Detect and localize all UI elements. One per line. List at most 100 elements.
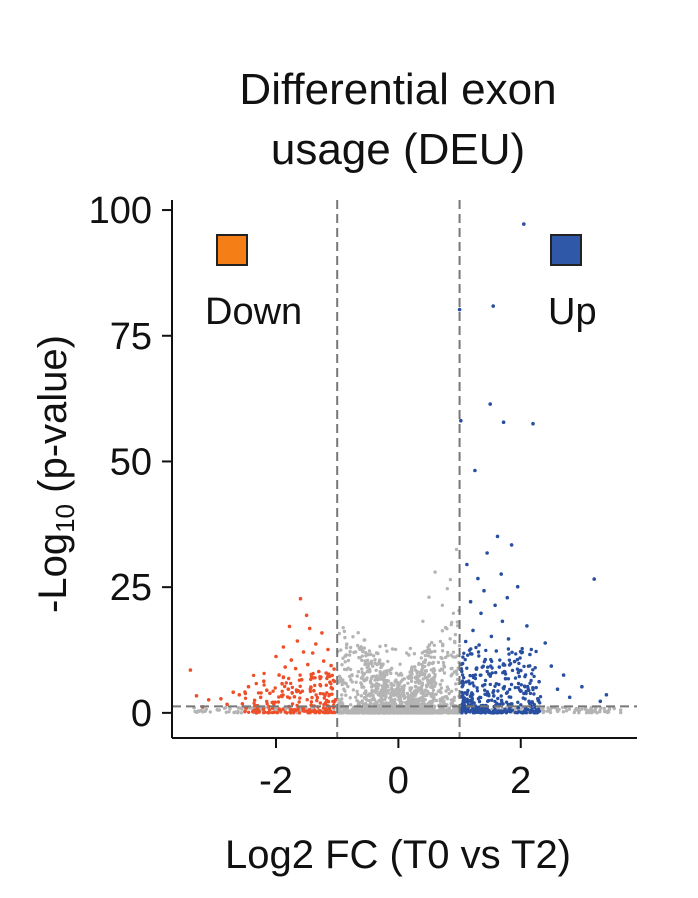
down-point: [326, 700, 331, 704]
legend-swatch-down: [216, 234, 248, 266]
up-point: [493, 707, 497, 712]
ns-point: [402, 710, 406, 715]
up-point: [516, 700, 520, 704]
ns-point: [380, 706, 384, 711]
up-point: [528, 691, 533, 696]
ns-point: [360, 667, 364, 671]
ns-point: [423, 688, 428, 692]
ns-point: [386, 659, 390, 664]
ns-point: [378, 644, 382, 649]
y-tick-label: 100: [89, 190, 152, 232]
ns-point: [442, 699, 446, 703]
up-point: [465, 562, 469, 567]
down-point: [309, 710, 313, 714]
ns-point: [410, 665, 414, 669]
ns-point: [348, 649, 352, 654]
ns-point: [455, 672, 459, 676]
up-point: [527, 699, 531, 703]
down-point: [324, 683, 328, 687]
ns-point: [431, 688, 436, 692]
ns-point: [419, 709, 424, 713]
ns-point: [373, 678, 377, 682]
ns-point: [340, 701, 344, 705]
up-point: [504, 700, 509, 704]
up-point: [477, 643, 481, 647]
ns-point: [440, 696, 445, 700]
down-point: [281, 707, 285, 711]
down-point: [325, 676, 329, 681]
down-point: [284, 681, 288, 685]
ns-point: [370, 689, 374, 693]
down-point: [298, 673, 302, 677]
ns-point: [447, 691, 451, 696]
ns-point: [427, 679, 432, 683]
down-point: [327, 672, 331, 676]
ns-point: [435, 709, 440, 713]
down-point: [252, 701, 256, 705]
y-label-subscript: 10: [50, 504, 80, 533]
ns-point: [457, 644, 462, 648]
ns-point: [355, 698, 359, 703]
up-point: [530, 672, 534, 676]
up-point: [598, 699, 603, 704]
up-point: [509, 543, 514, 547]
chart-title: Differential exon usage (DEU): [239, 65, 556, 174]
threshold-lines: [172, 200, 637, 738]
ns-point: [408, 686, 412, 690]
ns-point: [423, 698, 427, 702]
ns-point: [376, 692, 380, 697]
ns-point: [450, 666, 454, 671]
down-point: [308, 689, 313, 694]
ns-point: [347, 653, 352, 657]
down-point: [292, 695, 297, 699]
ns-point: [367, 649, 372, 653]
down-point: [257, 710, 261, 714]
up-point: [497, 682, 501, 687]
ns-point: [350, 673, 354, 678]
ns-point: [362, 708, 366, 712]
ns-point: [355, 674, 359, 678]
up-point: [517, 674, 521, 679]
down-point: [281, 675, 286, 680]
up-point: [522, 222, 526, 226]
down-point: [288, 710, 292, 714]
ns-point: [360, 658, 364, 663]
ns-point: [451, 697, 456, 702]
up-point: [466, 679, 471, 683]
ns-point: [598, 708, 602, 713]
down-point: [317, 669, 321, 674]
ns-point: [390, 647, 395, 651]
down-point: [330, 673, 334, 678]
down-point: [219, 697, 223, 701]
ns-point: [427, 643, 432, 647]
up-point: [475, 689, 480, 693]
down-point: [322, 702, 326, 707]
ns-point: [384, 643, 388, 648]
up-point: [519, 683, 523, 687]
up-point: [486, 665, 490, 669]
ns-point: [355, 689, 359, 694]
up-point: [489, 634, 494, 639]
ns-point: [455, 620, 460, 624]
ns-point: [350, 680, 354, 684]
up-point: [513, 685, 517, 690]
ns-point: [345, 706, 349, 711]
up-point: [493, 684, 497, 688]
up-point: [490, 698, 494, 702]
down-point: [321, 706, 326, 710]
ns-point: [398, 662, 402, 666]
ns-point: [360, 649, 365, 653]
down-point: [298, 690, 303, 695]
up-point: [499, 709, 504, 713]
ns-point: [420, 681, 424, 685]
down-point: [318, 675, 322, 679]
up-point: [555, 687, 560, 691]
ns-point: [440, 649, 445, 653]
ns-point: [376, 707, 380, 711]
up-point: [466, 688, 470, 693]
down-point: [246, 684, 251, 689]
up-point: [461, 655, 465, 659]
ns-point: [441, 660, 446, 665]
up-point: [525, 624, 529, 628]
